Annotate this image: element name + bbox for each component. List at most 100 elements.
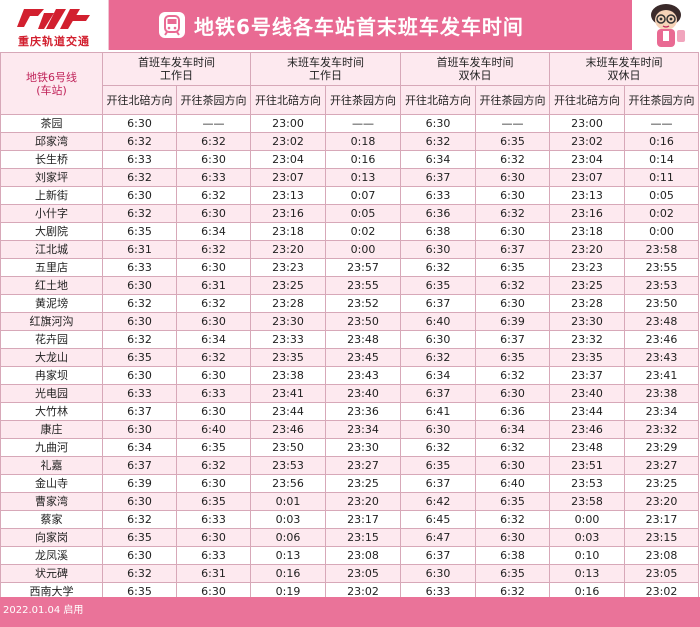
time-cell: 23:41 [624,366,699,385]
time-cell: 6:41 [400,402,476,421]
time-cell: 0:13 [250,546,326,565]
table-row: 大剧院 6:35 6:34 23:18 0:02 6:38 6:30 23:18 0:00 [0,222,699,241]
time-cell: 6:33 [102,258,177,277]
time-cell: 23:33 [250,330,326,349]
time-cell: 6:39 [475,312,550,331]
time-cell: 23:48 [549,438,625,457]
group-header-title: 末班车发车时间 [287,56,364,69]
time-cell: 6:30 [176,312,251,331]
table-row: 红土地 6:30 6:31 23:25 23:55 6:35 6:32 23:25 23:53 [0,276,699,295]
time-cell: 6:30 [475,186,550,205]
time-cell: 6:33 [102,150,177,169]
time-cell: 23:55 [624,258,699,277]
time-cell: 23:50 [325,312,401,331]
time-cell: 6:30 [400,114,476,133]
time-cell: 6:30 [102,276,177,295]
time-cell: 6:30 [102,186,177,205]
time-cell: 23:00 [549,114,625,133]
time-cell: 6:33 [176,546,251,565]
time-cell: 23:25 [624,474,699,493]
time-cell: 6:35 [475,564,550,583]
time-cell: 6:35 [475,132,550,151]
time-cell: 0:05 [624,186,699,205]
time-cell: 6:30 [475,456,550,475]
direction-header: 开往北碚方向 [400,85,476,115]
time-cell: 23:36 [325,402,401,421]
time-cell: 6:30 [102,366,177,385]
time-cell: 0:16 [549,582,625,601]
table-row: 康庄 6:30 6:40 23:46 23:34 6:30 6:34 23:46 23:32 [0,420,699,439]
time-cell: 6:30 [475,384,550,403]
time-cell: 6:37 [400,474,476,493]
time-cell: 0:16 [250,564,326,583]
time-cell: 6:34 [400,366,476,385]
table-row: 上新街 6:30 6:32 23:13 0:07 6:33 6:30 23:13 0:05 [0,186,699,205]
direction-header: 开往北碚方向 [549,85,625,115]
time-cell: 6:31 [176,276,251,295]
table-row: 冉家坝 6:30 6:30 23:38 23:43 6:34 6:32 23:37 23:41 [0,366,699,385]
group-header-daytype: 工作日 [160,69,193,82]
time-cell: 0:19 [250,582,326,601]
time-cell: 6:32 [102,294,177,313]
time-cell: 6:32 [176,348,251,367]
time-cell: 0:11 [624,168,699,187]
time-cell: 23:02 [549,132,625,151]
time-cell: 6:30 [176,150,251,169]
table-row: 小什字 6:32 6:30 23:16 0:05 6:36 6:32 23:16 0:02 [0,204,699,223]
time-cell: 0:00 [549,510,625,529]
station-name-cell: 黄泥塝 [0,294,103,313]
time-cell: 6:40 [475,474,550,493]
time-cell: 23:50 [624,294,699,313]
time-cell: 0:18 [325,132,401,151]
cqrt-logo-icon [17,9,90,29]
time-cell: 6:30 [475,294,550,313]
time-cell: 23:27 [325,456,401,475]
direction-header: 开往茶园方向 [176,85,251,115]
time-cell: 23:58 [624,240,699,259]
time-cell: 6:32 [400,258,476,277]
time-cell: 0:02 [624,204,699,223]
station-name-cell: 五里店 [0,258,103,277]
time-cell: 6:32 [400,438,476,457]
direction-header: 开往北碚方向 [102,85,177,115]
table-row: 邱家湾 6:32 6:32 23:02 0:18 6:32 6:35 23:02 0:16 [0,132,699,151]
time-cell: 0:07 [325,186,401,205]
time-cell: 23:46 [549,420,625,439]
station-name-cell: 邱家湾 [0,132,103,151]
station-name-cell: 礼嘉 [0,456,103,475]
time-cell: 23:25 [250,276,326,295]
station-header-line1: 地铁6号线 [26,70,77,84]
table-row: 红旗河沟 6:30 6:30 23:30 23:50 6:40 6:39 23:30 23:48 [0,312,699,331]
time-cell: 23:04 [549,150,625,169]
time-cell: 23:44 [250,402,326,421]
time-cell: 6:30 [176,204,251,223]
time-cell: 23:20 [549,240,625,259]
group-header-daytype: 双休日 [607,69,641,82]
table-row: 曹家湾 6:30 6:35 0:01 23:20 6:42 6:35 23:58 23:20 [0,492,699,511]
time-cell: 23:43 [624,348,699,367]
time-cell: 6:47 [400,528,476,547]
time-cell: 6:38 [400,222,476,241]
time-cell: 6:32 [176,456,251,475]
time-cell: 23:23 [549,258,625,277]
time-cell: 23:20 [624,492,699,511]
station-name-cell: 大龙山 [0,348,103,367]
time-cell: 0:16 [325,150,401,169]
group-header-weekend-last: 末班车发车时间 双休日 [549,52,699,86]
direction-header: 开往茶园方向 [475,85,550,115]
time-cell: 23:16 [549,204,625,223]
time-cell: 0:03 [250,510,326,529]
time-cell: 6:30 [102,114,177,133]
time-cell: 0:10 [549,546,625,565]
time-cell: 0:05 [325,204,401,223]
time-cell: 6:36 [475,402,550,421]
time-cell: 6:37 [400,294,476,313]
time-cell: 6:35 [176,492,251,511]
time-cell: 0:02 [325,222,401,241]
group-header-daytype: 双休日 [458,69,492,82]
time-cell: 6:33 [176,168,251,187]
time-cell: 23:45 [325,348,401,367]
time-cell: 6:30 [475,168,550,187]
direction-header: 开往茶园方向 [325,85,401,115]
time-cell: 23:40 [325,384,401,403]
